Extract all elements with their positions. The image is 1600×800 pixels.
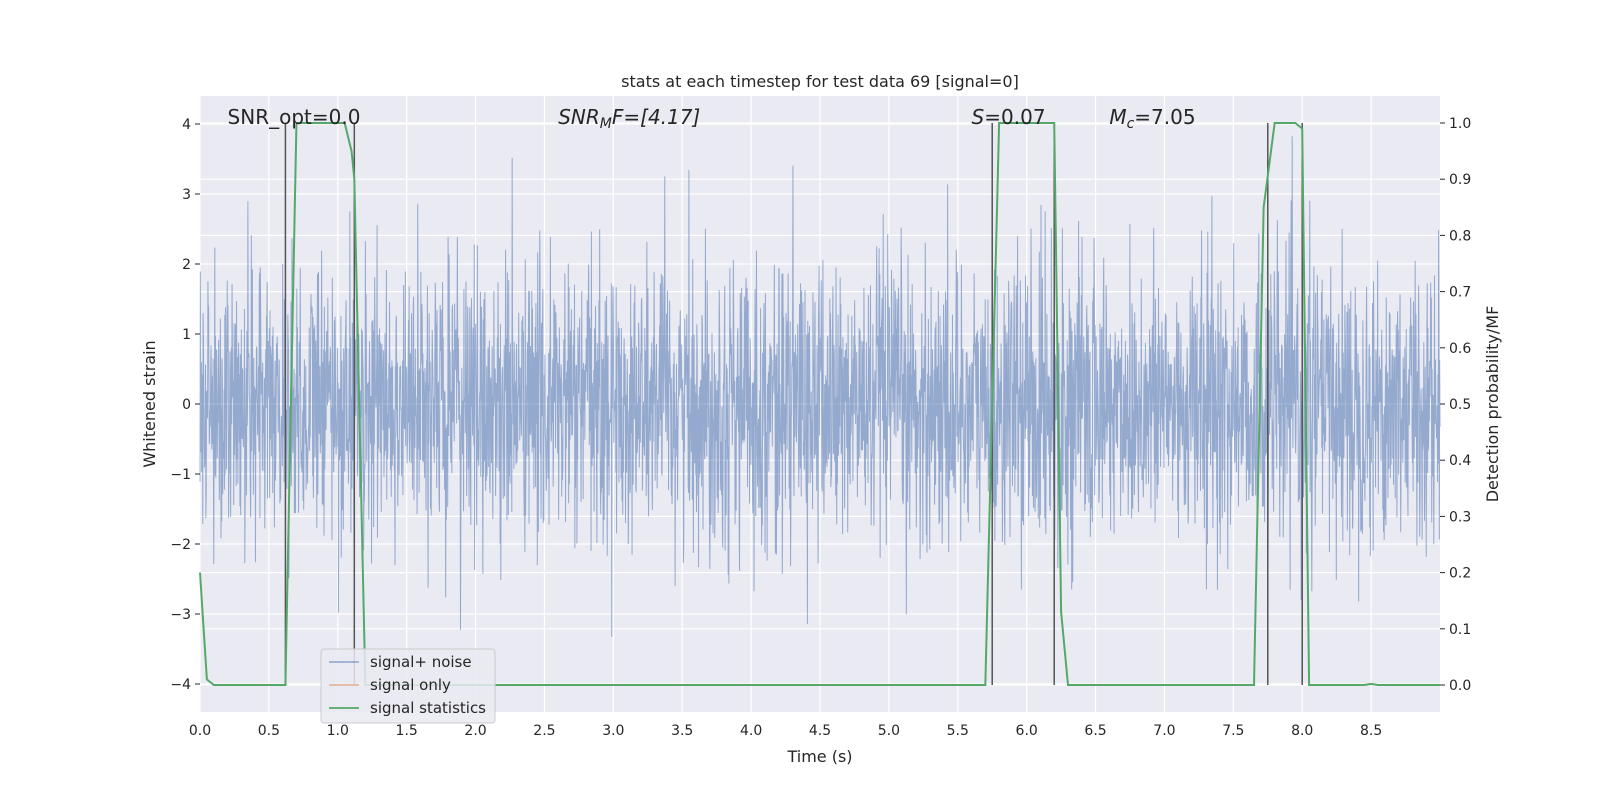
x-tick-label: 0.0	[189, 723, 211, 739]
right-y-tick-label: 0.0	[1449, 678, 1471, 694]
x-tick-label: 4.0	[740, 723, 762, 739]
right-y-tick-label: 0.9	[1449, 172, 1471, 188]
annotation-text: S=0.07	[972, 105, 1046, 129]
left-y-tick-label: 3	[182, 187, 191, 203]
x-tick-label: 7.5	[1222, 723, 1244, 739]
annotation-tail: F=[4.17]	[612, 105, 700, 129]
x-tick-label: 2.5	[533, 723, 555, 739]
x-tick-label: 1.5	[396, 723, 418, 739]
x-tick-label: 8.5	[1360, 723, 1382, 739]
right-y-tick-label: 0.2	[1449, 566, 1471, 582]
left-y-tick-label: 4	[182, 117, 191, 133]
annotation-text: Mc=7.05	[1109, 105, 1195, 132]
x-axis-ticks: 0.0 0.5 1.0 1.5 2.0 2.5 3.0 3.5 4.0 4.5 5.0 5.5 6.0 6…	[189, 723, 1382, 739]
left-y-tick-label: −1	[170, 467, 191, 483]
right-y-tick-label: 0.8	[1449, 228, 1471, 244]
signal-noise-series	[199, 136, 1441, 637]
left-y-axis-label: Whitened strain	[140, 340, 159, 467]
x-tick-label: 5.0	[878, 723, 900, 739]
right-y-tick-label: 0.4	[1449, 453, 1471, 469]
annotation-head: S	[972, 105, 985, 129]
signal-statistics-line	[199, 121, 1440, 687]
right-y-axis-ticks: 1.0 0.9 0.8 0.7 0.6 0.5 0.4 0.3 0.2 0.1 0.0	[1440, 116, 1471, 694]
annotation-text: SNR_opt=0.0	[228, 105, 361, 129]
left-y-tick-label: −4	[170, 677, 191, 693]
x-tick-label: 8.0	[1291, 723, 1313, 739]
annotation-subscript: c	[1127, 116, 1135, 132]
x-tick-label: 6.5	[1084, 723, 1106, 739]
signal-statistics-series	[199, 121, 1440, 687]
x-tick-label: 7.0	[1153, 723, 1175, 739]
right-y-axis-label: Detection probability/MF	[1483, 306, 1502, 503]
right-y-tick-label: 0.3	[1449, 509, 1471, 525]
left-y-tick-label: 2	[182, 257, 191, 273]
annotation-tail: =7.05	[1134, 105, 1195, 129]
annotation-head: M	[1109, 105, 1126, 129]
chart-title: stats at each timestep for test data 69 …	[621, 72, 1019, 91]
annotation-text: SNRMF=[4.17]	[558, 105, 700, 132]
right-y-tick-label: 0.1	[1449, 622, 1471, 638]
annotation-subscript: M	[600, 116, 612, 132]
x-tick-label: 4.5	[809, 723, 831, 739]
left-y-tick-label: −3	[170, 607, 191, 623]
right-y-tick-label: 1.0	[1449, 116, 1471, 132]
legend-label-signal-noise: signal+ noise	[370, 653, 472, 671]
legend-box	[320, 648, 496, 724]
x-axis-label: Time (s)	[786, 747, 852, 766]
x-tick-label: 3.5	[671, 723, 693, 739]
legend: signal+ noise signal only signal statist…	[320, 648, 496, 724]
right-y-tick-label: 0.7	[1449, 285, 1471, 301]
x-tick-label: 3.0	[602, 723, 624, 739]
x-tick-label: 6.0	[1016, 723, 1038, 739]
x-tick-label: 2.0	[464, 723, 486, 739]
x-tick-label: 0.5	[258, 723, 280, 739]
annotation-head: SNR_opt=0.0	[228, 105, 361, 129]
left-y-axis-ticks: 4 3 2 1 0 −1 −2 −3 −4	[170, 117, 200, 693]
annotation-tail: =0.07	[984, 105, 1045, 129]
annotation-head: SNR	[558, 105, 600, 129]
legend-label-signal-only: signal only	[370, 676, 451, 694]
signal-noise-line	[199, 136, 1441, 637]
x-tick-label: 5.5	[947, 723, 969, 739]
legend-label-signal-statistics: signal statistics	[370, 699, 486, 717]
right-y-tick-label: 0.6	[1449, 341, 1471, 357]
left-y-tick-label: 1	[182, 327, 191, 343]
right-y-tick-label: 0.5	[1449, 397, 1471, 413]
annotations: SNR_opt=0.0 SNRMF=[4.17] S=0.07 Mc=7.05	[228, 105, 1196, 132]
left-y-tick-label: 0	[182, 397, 191, 413]
left-y-tick-label: −2	[170, 537, 191, 553]
x-tick-label: 1.0	[327, 723, 349, 739]
